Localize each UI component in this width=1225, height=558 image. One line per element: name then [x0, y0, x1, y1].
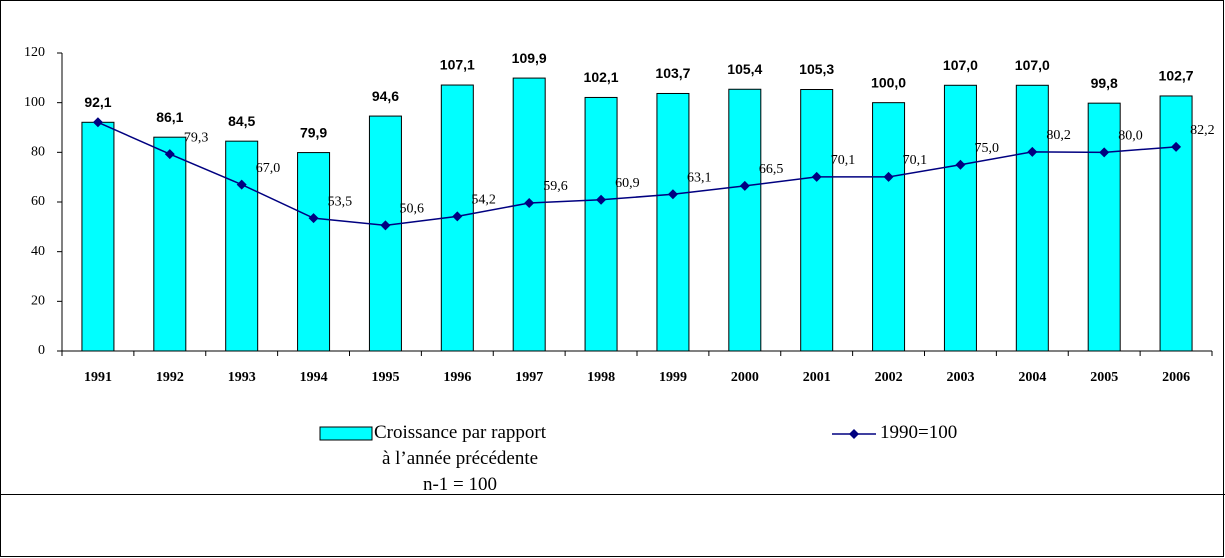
- bar-value-label: 107,1: [440, 57, 475, 73]
- y-tick-label: 0: [38, 343, 45, 358]
- bar: [1087, 102, 1121, 352]
- bar: [728, 88, 762, 352]
- x-tick-label: 2002: [875, 370, 903, 385]
- x-tick-label: 2006: [1162, 370, 1190, 385]
- bar-value-label: 105,3: [799, 61, 834, 77]
- y-tick-label: 100: [24, 95, 45, 110]
- bar: [943, 84, 977, 352]
- x-tick-label: 2000: [731, 370, 759, 385]
- line-value-label: 66,5: [759, 162, 784, 177]
- x-tick-label: 2004: [1018, 370, 1046, 385]
- bar: [800, 89, 834, 352]
- bar-value-label: 109,9: [512, 50, 547, 66]
- line-marker: [811, 171, 822, 182]
- bar-value-label: 79,9: [300, 124, 327, 140]
- legend-swatch: [849, 429, 859, 439]
- line-marker: [667, 189, 678, 200]
- line-marker: [883, 171, 894, 182]
- line: [97, 121, 1177, 227]
- x-tick-label: 1993: [228, 370, 256, 385]
- line-marker: [452, 211, 463, 222]
- legend-label: Croissance par rapport à l’année précéde…: [374, 422, 546, 495]
- line-value-label: 60,9: [615, 176, 640, 191]
- bar-value-label: 107,0: [943, 57, 978, 73]
- x-tick-label: 1991: [84, 370, 112, 385]
- bar: [584, 96, 618, 352]
- line-value-label: 70,1: [903, 153, 928, 168]
- bar: [225, 140, 259, 352]
- x-tick-label: 2001: [803, 370, 831, 385]
- x-tick-label: 1996: [443, 370, 471, 385]
- bar-value-label: 102,7: [1159, 68, 1194, 84]
- bar-value-label: 94,6: [372, 88, 399, 104]
- bar: [368, 115, 402, 352]
- line-marker: [1171, 141, 1182, 152]
- y-tick-label: 20: [31, 294, 45, 309]
- bar-value-label: 92,1: [84, 94, 111, 110]
- bar-value-label: 99,8: [1091, 75, 1118, 91]
- line-marker: [236, 179, 247, 190]
- bar-value-label: 105,4: [727, 61, 762, 77]
- bar-value-label: 100,0: [871, 74, 906, 90]
- line-value-label: 80,2: [1046, 128, 1071, 143]
- line-marker: [524, 197, 535, 208]
- x-tick-label: 1992: [156, 370, 184, 385]
- y-tick-label: 80: [31, 145, 45, 160]
- x-tick-label: 1995: [371, 370, 399, 385]
- line-value-label: 79,3: [184, 130, 209, 145]
- x-tick-label: 1994: [300, 370, 328, 385]
- bar: [153, 136, 187, 352]
- line-value-label: 53,5: [328, 194, 353, 209]
- bar-value-label: 102,1: [584, 69, 619, 85]
- line-marker: [92, 117, 103, 128]
- line-marker: [380, 220, 391, 231]
- line-value-label: 67,0: [256, 161, 281, 176]
- line-value-label: 50,6: [399, 202, 424, 217]
- bar-value-label: 103,7: [655, 65, 690, 81]
- bar: [1015, 84, 1049, 352]
- bar: [81, 121, 115, 352]
- line-value-label: 80,0: [1118, 129, 1143, 144]
- y-tick-label: 60: [31, 194, 45, 209]
- legend-label: 1990=100: [880, 422, 958, 443]
- bar-value-label: 84,5: [228, 113, 255, 129]
- bar: [512, 77, 546, 352]
- line-value-label: 59,6: [543, 179, 568, 194]
- legend-swatch: [319, 426, 373, 441]
- bar-value-label: 86,1: [156, 109, 183, 125]
- line-marker: [308, 213, 319, 224]
- line-marker: [596, 194, 607, 205]
- bar-value-label: 107,0: [1015, 57, 1050, 73]
- x-tick-label: 2003: [946, 370, 974, 385]
- y-tick-label: 40: [31, 244, 45, 259]
- line-marker: [1099, 147, 1110, 158]
- line-marker: [955, 159, 966, 170]
- bar: [297, 152, 331, 352]
- line-marker: [1027, 146, 1038, 157]
- line-value-label: 54,2: [471, 193, 496, 208]
- x-tick-label: 1999: [659, 370, 687, 385]
- line-value-label: 75,0: [974, 141, 999, 156]
- line-value-label: 82,2: [1190, 123, 1215, 138]
- line-marker: [164, 149, 175, 160]
- y-tick-label: 120: [24, 45, 45, 60]
- bar: [656, 92, 690, 352]
- line-marker: [739, 180, 750, 191]
- line-value-label: 63,1: [687, 171, 712, 186]
- x-tick-label: 1998: [587, 370, 615, 385]
- bar: [1159, 95, 1193, 352]
- x-tick-label: 1997: [515, 370, 543, 385]
- bar: [872, 102, 906, 352]
- x-tick-label: 2005: [1090, 370, 1118, 385]
- line-value-label: 70,1: [831, 153, 856, 168]
